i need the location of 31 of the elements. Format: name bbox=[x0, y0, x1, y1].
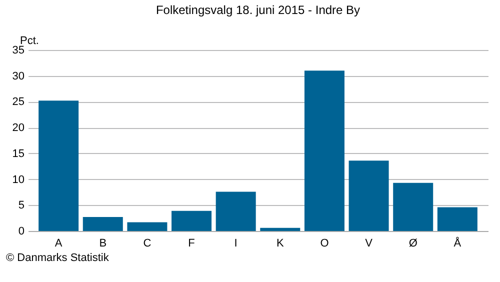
x-tick-label: V bbox=[365, 238, 374, 250]
y-tick-label: 25 bbox=[12, 96, 24, 108]
x-tick-label: Ø bbox=[408, 238, 418, 250]
bar bbox=[348, 160, 389, 231]
text: © Danmarks Statistik bbox=[6, 252, 110, 264]
y-tick-label: 10 bbox=[12, 174, 24, 186]
bar bbox=[437, 207, 478, 231]
bar bbox=[127, 222, 168, 231]
y-tick-label: 0 bbox=[18, 226, 24, 238]
chart-title: Folketingsvalg 18. juni 2015 - Indre By bbox=[156, 3, 360, 17]
bar bbox=[304, 70, 344, 231]
x-tick-label: B bbox=[99, 238, 107, 250]
bar bbox=[393, 182, 434, 231]
y-tick-label: 30 bbox=[12, 70, 24, 82]
bar bbox=[172, 210, 212, 231]
x-tick-label: Å bbox=[454, 236, 462, 250]
x-tick-label: F bbox=[188, 238, 196, 250]
bar bbox=[38, 100, 79, 231]
y-tick-label: 35 bbox=[12, 44, 24, 56]
y-tick-label: 5 bbox=[18, 200, 24, 212]
bar bbox=[82, 217, 123, 231]
x-tick-label: I bbox=[234, 238, 238, 250]
x-tick-label: A bbox=[54, 238, 63, 250]
x-tick-label: C bbox=[143, 238, 152, 250]
x-tick-label: O bbox=[320, 238, 330, 250]
x-tick-label: K bbox=[276, 238, 284, 250]
bar bbox=[216, 192, 256, 231]
y-tick-label: 15 bbox=[12, 148, 24, 160]
y-axis-title: Pct. bbox=[20, 35, 39, 47]
bar bbox=[260, 228, 300, 231]
y-tick-label: 20 bbox=[12, 122, 24, 134]
